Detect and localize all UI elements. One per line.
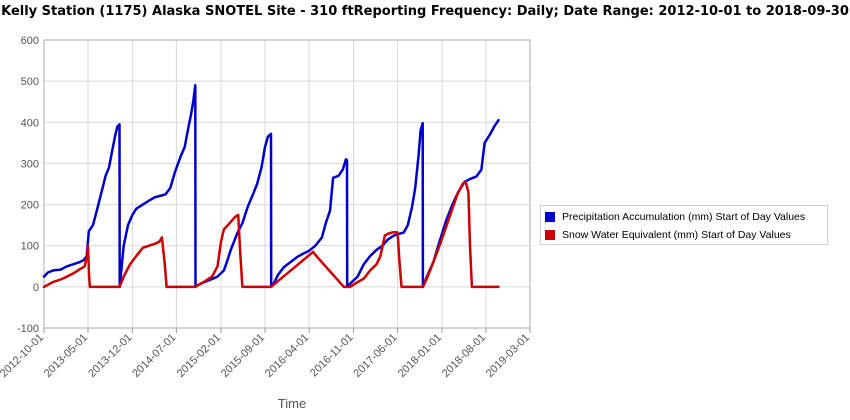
y-tick-label: 300 [21, 158, 39, 170]
legend-swatch-swe [545, 230, 555, 240]
y-tick-label: 100 [21, 241, 39, 253]
series-line-precipitation [42, 84, 500, 289]
x-tick-label: 2014-07-01 [130, 332, 178, 380]
series-line-swe [42, 180, 500, 289]
x-tick-label: 2016-04-01 [263, 332, 311, 380]
y-tick-label: 500 [21, 76, 39, 88]
legend-item-swe[interactable]: Snow Water Equivalent (mm) Start of Day … [545, 226, 823, 244]
legend-swatch-precipitation [545, 212, 555, 222]
axes [43, 39, 531, 333]
series-group [42, 84, 500, 289]
y-tick-label: 0 [33, 282, 39, 294]
x-tick-label: 2013-05-01 [42, 332, 90, 380]
y-tick-label: -100 [17, 323, 39, 335]
x-tick-label: 2015-02-01 [175, 332, 223, 380]
y-tick-labels: -100 0 100 200 300 400 500 600 [17, 35, 39, 335]
x-tick-label: 2013-12-01 [86, 332, 134, 380]
x-tick-labels: 2012-10-012013-05-012013-12-012014-07-01… [0, 332, 532, 380]
y-tick-label: 200 [21, 200, 39, 212]
x-tick-label: 2019-03-01 [484, 332, 532, 380]
plot-background [44, 40, 530, 328]
chart-legend: Precipitation Accumulation (mm) Start of… [540, 205, 828, 245]
legend-label-precipitation: Precipitation Accumulation (mm) Start of… [562, 211, 806, 223]
legend-label-swe: Snow Water Equivalent (mm) Start of Day … [562, 229, 791, 241]
plot-frame [43, 39, 531, 329]
legend-item-precipitation[interactable]: Precipitation Accumulation (mm) Start of… [545, 208, 823, 226]
y-tick-label: 400 [21, 117, 39, 129]
x-tick-label: 2015-09-01 [219, 332, 267, 380]
y-tick-label: 600 [21, 35, 39, 47]
x-tick-label: 2012-10-01 [0, 332, 46, 380]
x-axis-title: Time [278, 396, 306, 411]
chart-title: Kelly Station (1175) Alaska SNOTEL Site … [1, 4, 849, 19]
x-tick-label: 2016-11-01 [308, 332, 356, 380]
x-tick-label: 2018-01-01 [396, 332, 444, 380]
x-tick-label: 2018-08-01 [440, 332, 488, 380]
x-tick-label: 2017-06-01 [351, 332, 399, 380]
